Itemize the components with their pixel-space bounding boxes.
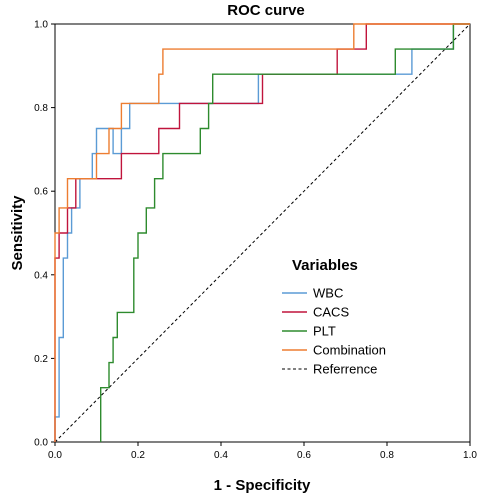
series-line-referrence bbox=[54, 23, 471, 443]
x-tick-label: 0.8 bbox=[380, 450, 394, 461]
x-tick-label: 0.6 bbox=[297, 450, 311, 461]
x-axis-label: 1 - Specificity bbox=[214, 477, 311, 494]
chart-title: ROC curve bbox=[227, 2, 305, 19]
x-tick-label: 0.0 bbox=[48, 450, 62, 461]
y-tick-label: 0.0 bbox=[34, 438, 48, 449]
legend: Variables WBC CACS PLT Combination Referrenc… bbox=[282, 257, 386, 377]
x-tick-label: 0.2 bbox=[131, 450, 145, 461]
y-tick-label: 0.2 bbox=[34, 354, 48, 365]
x-tick-label: 1.0 bbox=[463, 450, 477, 461]
series-line-plt bbox=[99, 23, 470, 442]
y-axis-label: Sensitivity bbox=[9, 195, 26, 271]
legend-label-combination: Combination bbox=[313, 343, 386, 358]
x-axis: 0.0 0.2 0.4 0.6 0.8 1.0 bbox=[48, 442, 477, 461]
y-tick-label: 1.0 bbox=[34, 20, 48, 31]
legend-label-referrence: Referrence bbox=[313, 362, 377, 377]
legend-label-wbc: WBC bbox=[313, 286, 343, 301]
legend-label-plt: PLT bbox=[313, 324, 336, 339]
x-tick-label: 0.4 bbox=[214, 450, 228, 461]
y-tick-label: 0.8 bbox=[34, 103, 48, 114]
legend-title: Variables bbox=[292, 257, 358, 274]
legend-label-cacs: CACS bbox=[313, 305, 349, 320]
series-line-combination bbox=[54, 23, 470, 442]
y-tick-label: 0.6 bbox=[34, 187, 48, 198]
series-layer bbox=[54, 23, 471, 443]
y-axis: 0.0 0.2 0.4 0.6 0.8 1.0 bbox=[34, 20, 55, 449]
y-tick-label: 0.4 bbox=[34, 270, 48, 281]
